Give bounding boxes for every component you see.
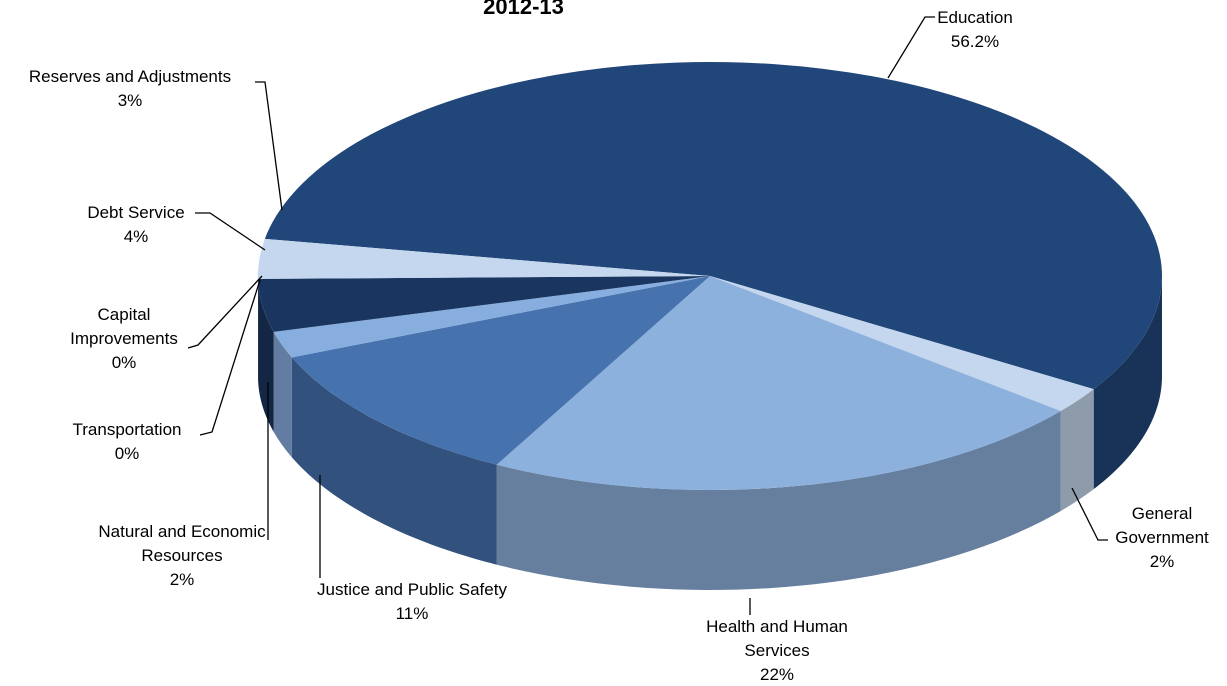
slice	[258, 238, 710, 279]
leader-line	[255, 81, 283, 211]
label-value: 0%	[114, 444, 140, 463]
label-value: 56.2%	[950, 32, 1000, 51]
chart-title: 2012-13	[483, 0, 564, 19]
slice-label: Natural and Economic Resources 2%	[67, 520, 297, 592]
label-value: 4%	[123, 227, 149, 246]
label-value: 11%	[395, 604, 429, 623]
slice-side	[496, 410, 1061, 590]
slice-side	[273, 331, 292, 458]
slice-side	[291, 357, 497, 565]
slice-label: Capital Improvements 0%	[54, 303, 194, 375]
slice-label: General Government 2%	[1097, 502, 1227, 574]
slice-label: Education 56.2%	[900, 6, 1050, 54]
label-value: 3%	[117, 91, 143, 110]
slice-label: Debt Service 4%	[56, 201, 216, 249]
slice-label: Reserves and Adjustments 3%	[0, 65, 265, 113]
slice	[264, 61, 1162, 390]
leader-line	[887, 16, 935, 79]
label-value: 0%	[111, 353, 137, 372]
slice-side	[1093, 276, 1162, 490]
slice-label: Health and Human Services 22%	[677, 615, 877, 686]
slice	[273, 276, 710, 358]
leader-line	[187, 275, 263, 349]
label-name: Health and Human Services	[706, 617, 848, 660]
slice	[258, 276, 710, 332]
slice-side	[1060, 389, 1094, 511]
label-value: 2%	[169, 570, 195, 589]
label-name: Debt Service	[87, 203, 185, 222]
label-name: Reserves and Adjustments	[28, 67, 232, 86]
label-name: Capital Improvements	[70, 305, 178, 348]
label-name: Transportation	[72, 420, 182, 439]
slice	[710, 276, 1094, 411]
label-name: Education	[937, 8, 1013, 27]
slice	[291, 276, 710, 465]
slice	[496, 276, 1061, 490]
leader-line	[1071, 487, 1108, 541]
label-name: Justice and Public Safety	[317, 580, 507, 599]
label-value: 2%	[1149, 552, 1175, 571]
label-value: 22%	[759, 665, 795, 684]
leader-line	[195, 212, 266, 251]
label-name: Natural and Economic Resources	[98, 522, 266, 565]
slice-label: Justice and Public Safety 11%	[287, 578, 537, 626]
label-name: General Government	[1115, 504, 1209, 547]
slice-label: Transportation 0%	[47, 418, 207, 466]
slice-side	[258, 278, 274, 432]
leader-line	[199, 279, 261, 436]
